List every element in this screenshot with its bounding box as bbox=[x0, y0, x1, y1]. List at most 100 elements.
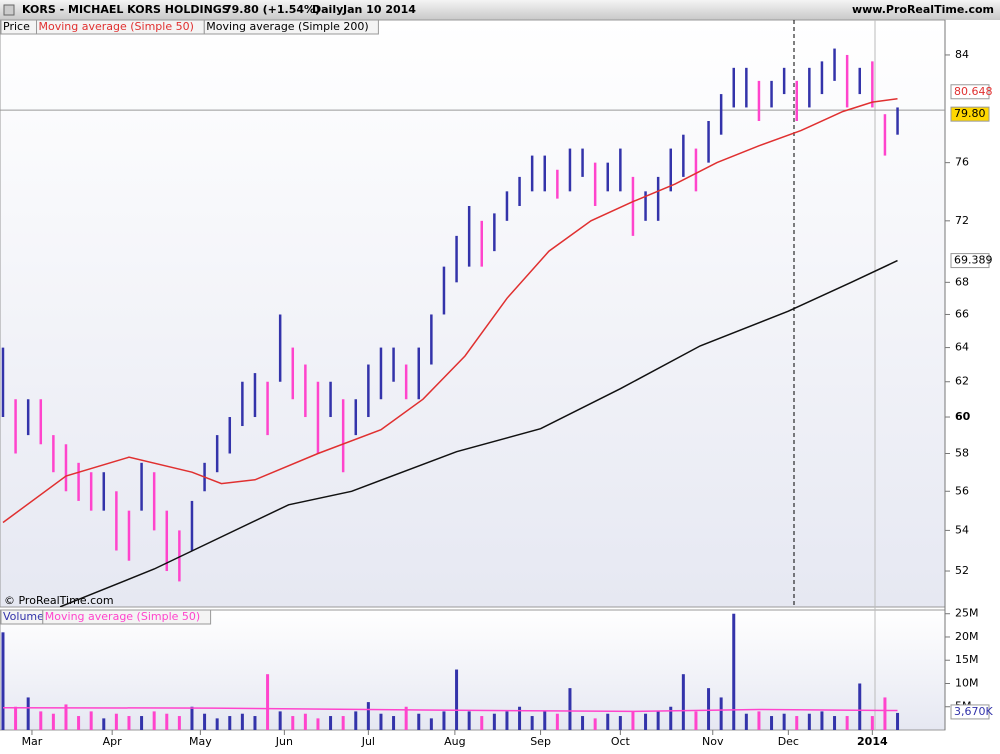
volume-bar bbox=[782, 713, 786, 730]
volume-bar bbox=[820, 711, 824, 730]
value-label: 69.389 bbox=[954, 254, 993, 267]
volume-bar bbox=[543, 711, 547, 730]
value-label: 79.80 bbox=[954, 107, 986, 120]
volume-bar bbox=[177, 716, 181, 730]
y-tick-label: 64 bbox=[955, 341, 969, 354]
volume-bar bbox=[392, 716, 396, 730]
axis-area bbox=[945, 20, 1000, 730]
volume-bar bbox=[1, 632, 5, 730]
symbol: KORS - MICHAEL KORS HOLDINGS bbox=[22, 3, 230, 16]
volume-bar bbox=[530, 716, 534, 730]
volume-bar bbox=[757, 711, 761, 730]
volume-bar bbox=[858, 683, 862, 730]
x-tick-label: Oct bbox=[611, 735, 631, 748]
legend-entry: Moving average (Simple 50) bbox=[45, 610, 200, 623]
volume-panel bbox=[0, 609, 946, 731]
volume-bar bbox=[140, 716, 144, 730]
volume-bar bbox=[631, 711, 635, 730]
volume-bar bbox=[593, 718, 597, 730]
volume-bar bbox=[467, 711, 471, 730]
x-tick-label: Sep bbox=[530, 735, 551, 748]
volume-bar bbox=[694, 711, 698, 730]
moving-average bbox=[2, 706, 898, 713]
volume-bar bbox=[102, 718, 106, 730]
volume-bar bbox=[833, 716, 837, 730]
overlay: Price Moving average (Simple 50) Moving av… bbox=[0, 19, 993, 748]
volume-bar bbox=[26, 697, 30, 730]
volume-bar bbox=[366, 702, 370, 730]
volume-bar bbox=[228, 716, 232, 730]
volume-bar bbox=[795, 716, 799, 730]
volume-bar bbox=[480, 716, 484, 730]
volume-bar bbox=[896, 712, 900, 730]
volume-bar bbox=[14, 706, 18, 730]
volume-bar bbox=[89, 711, 93, 730]
volume-bar bbox=[732, 613, 736, 730]
x-tick-label: Jul bbox=[361, 735, 375, 748]
volume-bar bbox=[266, 674, 270, 730]
x-tick-label: 2014 bbox=[857, 735, 888, 748]
y-tick-label: 54 bbox=[955, 523, 969, 536]
legend-entry: Price bbox=[3, 20, 30, 33]
volume-bar bbox=[770, 716, 774, 730]
volume-bar bbox=[379, 713, 383, 730]
volume-bar bbox=[455, 669, 459, 730]
volume-bar bbox=[442, 711, 446, 730]
y-tick-label: 68 bbox=[955, 275, 969, 288]
y-tick-label: 10M bbox=[955, 676, 979, 689]
volume-bar bbox=[354, 711, 358, 730]
y-tick-label: 84 bbox=[955, 48, 969, 61]
y-tick-label: 60 bbox=[955, 410, 971, 423]
y-tick-label: 56 bbox=[955, 484, 969, 497]
value-box bbox=[950, 106, 990, 122]
y-tick-label: 62 bbox=[955, 375, 969, 388]
volume-bar bbox=[518, 706, 522, 730]
legend-entry: Volume bbox=[3, 610, 44, 623]
legend-entry: Moving average (Simple 200) bbox=[206, 20, 368, 33]
volume-bar bbox=[39, 711, 43, 730]
y-tick-label: 58 bbox=[955, 447, 969, 460]
volume-bar bbox=[114, 713, 118, 730]
volume-bar bbox=[644, 713, 648, 730]
y-tick-label: 15M bbox=[955, 653, 979, 666]
quote: 79.80 (+1.54%) bbox=[224, 3, 320, 16]
volume-bar bbox=[681, 674, 685, 730]
x-tick-label: Apr bbox=[103, 735, 123, 748]
volume-bar bbox=[253, 716, 257, 730]
legend-entry: Moving average (Simple 50) bbox=[39, 20, 194, 33]
volume-bar bbox=[568, 688, 572, 730]
y-tick-label: 76 bbox=[955, 156, 969, 169]
x-tick-label: Nov bbox=[702, 735, 724, 748]
volume-bar bbox=[606, 713, 610, 730]
volume-bar bbox=[870, 716, 874, 730]
value-box bbox=[950, 84, 990, 100]
volume-bar bbox=[555, 713, 559, 730]
volume-bar bbox=[64, 704, 68, 730]
volume-bar bbox=[152, 711, 156, 730]
x-tick-label: May bbox=[189, 735, 212, 748]
volume-bar bbox=[190, 706, 194, 730]
period: Daily bbox=[312, 3, 343, 16]
volume-bar bbox=[669, 706, 673, 730]
y-tick-label: 25M bbox=[955, 607, 979, 620]
price-plot bbox=[0, 48, 945, 607]
volume-plot bbox=[1, 613, 900, 730]
volume-bar bbox=[707, 688, 711, 730]
close-box[interactable] bbox=[3, 4, 15, 16]
value-box bbox=[950, 253, 990, 269]
volume-bar bbox=[77, 716, 81, 730]
x-tick-label: Dec bbox=[778, 735, 799, 748]
copyright: © ProRealTime.com bbox=[4, 594, 114, 607]
y-tick-label: 52 bbox=[955, 564, 969, 577]
volume-bar bbox=[278, 711, 282, 730]
volume-bar bbox=[51, 713, 55, 730]
volume-bar bbox=[240, 713, 244, 730]
x-tick-label: Mar bbox=[22, 735, 43, 748]
site: www.ProRealTime.com bbox=[852, 3, 994, 16]
volume-bar bbox=[719, 697, 723, 730]
moving-average bbox=[59, 259, 898, 607]
value-label: 80.648 bbox=[954, 85, 993, 98]
legend-box bbox=[203, 19, 379, 35]
volume-bar bbox=[417, 713, 421, 730]
